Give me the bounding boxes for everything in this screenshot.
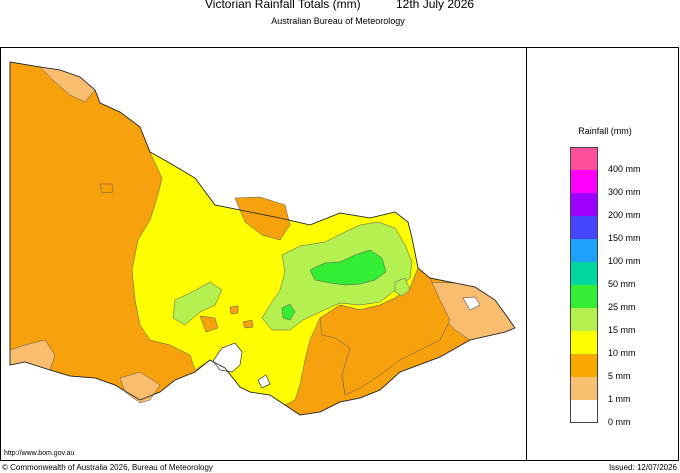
- region-small-orange-1: [242, 319, 254, 329]
- legend-label: 150 mm: [608, 233, 641, 243]
- legend-label: 300 mm: [608, 187, 641, 197]
- copyright-text: © Commonwealth of Australia 2026, Bureau…: [2, 463, 213, 472]
- issued-date: Issued: 12/07/2026: [608, 463, 677, 472]
- legend-label: 25 mm: [608, 302, 636, 312]
- region-small-green-ne: [394, 277, 411, 297]
- region-light-green-west: [172, 281, 223, 326]
- legend-label: 0 mm: [608, 417, 631, 427]
- legend-label: 5 mm: [608, 371, 631, 381]
- legend-label: 100 mm: [608, 256, 641, 266]
- region-light-orange-southwest2: [119, 371, 161, 404]
- legend-swatch-100: [570, 239, 598, 262]
- western-port: [257, 374, 271, 389]
- region-orange-eastcentral: [319, 267, 451, 396]
- region-small-orange-3: [99, 183, 114, 194]
- legend-swatch-10: [570, 331, 598, 354]
- legend-label: 1 mm: [608, 394, 631, 404]
- map-subtitle: Australian Bureau of Meteorology: [271, 16, 405, 26]
- legend-swatch-200: [570, 193, 598, 216]
- source-url[interactable]: http://www.bom.gov.au: [4, 450, 75, 457]
- state-outline: [9, 61, 516, 416]
- region-green-small: [281, 303, 296, 321]
- legend-swatch-150: [570, 216, 598, 239]
- legend-label: 50 mm: [608, 279, 636, 289]
- legend-separator: [526, 47, 527, 461]
- map-frame: [0, 47, 679, 461]
- title-row: Victorian Rainfall Totals (mm) 12th July…: [0, 0, 680, 13]
- legend-swatch-15: [570, 308, 598, 331]
- legend-swatch-400: [570, 147, 598, 170]
- rainfall-map: [0, 47, 527, 461]
- legend-swatch-50: [570, 262, 598, 285]
- east-coast-white: [462, 296, 481, 311]
- region-small-orange-2: [229, 305, 239, 315]
- region-green-core: [309, 249, 387, 286]
- legend-title: Rainfall (mm): [578, 126, 632, 136]
- region-orange-central: [199, 315, 219, 333]
- map-title: Victorian Rainfall Totals (mm): [205, 0, 361, 11]
- legend-label: 200 mm: [608, 210, 641, 220]
- legend-label: 15 mm: [608, 325, 636, 335]
- legend-swatch-0: [570, 400, 598, 423]
- legend-label: 400 mm: [608, 164, 641, 174]
- legend-swatch-1: [570, 377, 598, 400]
- map-date: 12th July 2026: [396, 0, 475, 11]
- port-phillip-bay: [212, 342, 243, 373]
- legend-swatch-5: [570, 354, 598, 377]
- region-orange-west-melbourne: [234, 196, 291, 241]
- legend-swatch-25: [570, 285, 598, 308]
- legend-label: 10 mm: [608, 348, 636, 358]
- legend-swatch-300: [570, 170, 598, 193]
